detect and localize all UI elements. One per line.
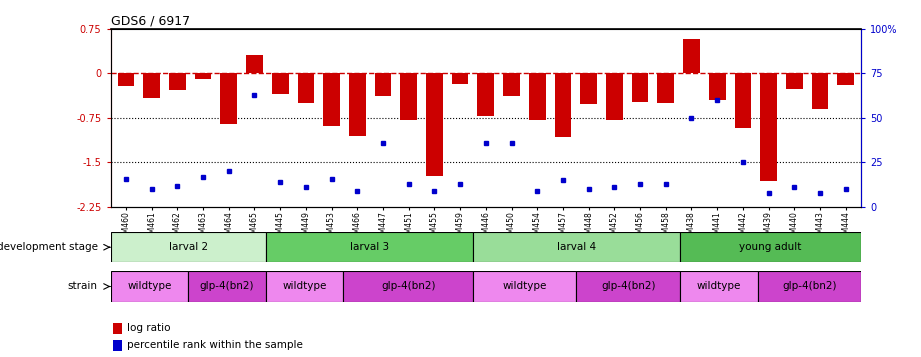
Bar xyxy=(680,271,758,302)
Bar xyxy=(246,55,262,73)
Bar xyxy=(658,73,674,103)
Bar xyxy=(144,73,160,98)
Bar xyxy=(529,73,545,120)
Bar xyxy=(577,271,680,302)
Bar xyxy=(606,73,623,120)
Bar xyxy=(272,73,288,94)
Bar xyxy=(683,39,700,73)
Bar xyxy=(837,73,854,85)
Bar xyxy=(220,73,237,124)
Text: larval 3: larval 3 xyxy=(350,242,389,252)
Bar xyxy=(344,271,472,302)
Bar xyxy=(477,73,495,116)
Bar xyxy=(760,73,777,181)
Bar xyxy=(632,73,648,102)
Text: glp-4(bn2): glp-4(bn2) xyxy=(600,281,656,292)
Text: larval 2: larval 2 xyxy=(169,242,208,252)
Text: larval 4: larval 4 xyxy=(557,242,596,252)
Text: wildtype: wildtype xyxy=(283,281,327,292)
Text: log ratio: log ratio xyxy=(127,323,170,333)
Bar xyxy=(118,73,134,86)
Bar xyxy=(472,271,577,302)
Bar xyxy=(266,271,344,302)
Bar xyxy=(426,73,443,176)
Bar xyxy=(111,271,188,302)
Bar xyxy=(503,73,519,96)
Bar xyxy=(452,73,469,84)
Text: wildtype: wildtype xyxy=(503,281,547,292)
Bar xyxy=(349,73,366,136)
Bar xyxy=(680,232,861,262)
Bar xyxy=(554,73,571,137)
Bar xyxy=(188,271,266,302)
Bar xyxy=(194,73,212,79)
Text: young adult: young adult xyxy=(740,242,802,252)
Text: percentile rank within the sample: percentile rank within the sample xyxy=(127,340,303,350)
Bar xyxy=(401,73,417,120)
Text: glp-4(bn2): glp-4(bn2) xyxy=(782,281,836,292)
Text: glp-4(bn2): glp-4(bn2) xyxy=(200,281,254,292)
Text: strain: strain xyxy=(68,281,98,292)
Bar xyxy=(297,73,314,103)
Text: glp-4(bn2): glp-4(bn2) xyxy=(381,281,436,292)
Bar xyxy=(758,271,861,302)
Bar xyxy=(323,73,340,126)
Bar xyxy=(709,73,726,100)
Bar xyxy=(266,232,472,262)
Text: GDS6 / 6917: GDS6 / 6917 xyxy=(111,14,190,27)
Bar xyxy=(735,73,752,128)
Bar xyxy=(169,73,186,90)
Bar xyxy=(111,232,266,262)
Bar xyxy=(580,73,597,104)
Bar xyxy=(786,73,803,89)
Bar xyxy=(375,73,391,96)
Text: wildtype: wildtype xyxy=(696,281,741,292)
Bar xyxy=(811,73,828,109)
Text: wildtype: wildtype xyxy=(127,281,171,292)
Text: development stage: development stage xyxy=(0,242,98,252)
Bar xyxy=(472,232,680,262)
Bar xyxy=(112,340,122,351)
Bar xyxy=(112,323,122,334)
